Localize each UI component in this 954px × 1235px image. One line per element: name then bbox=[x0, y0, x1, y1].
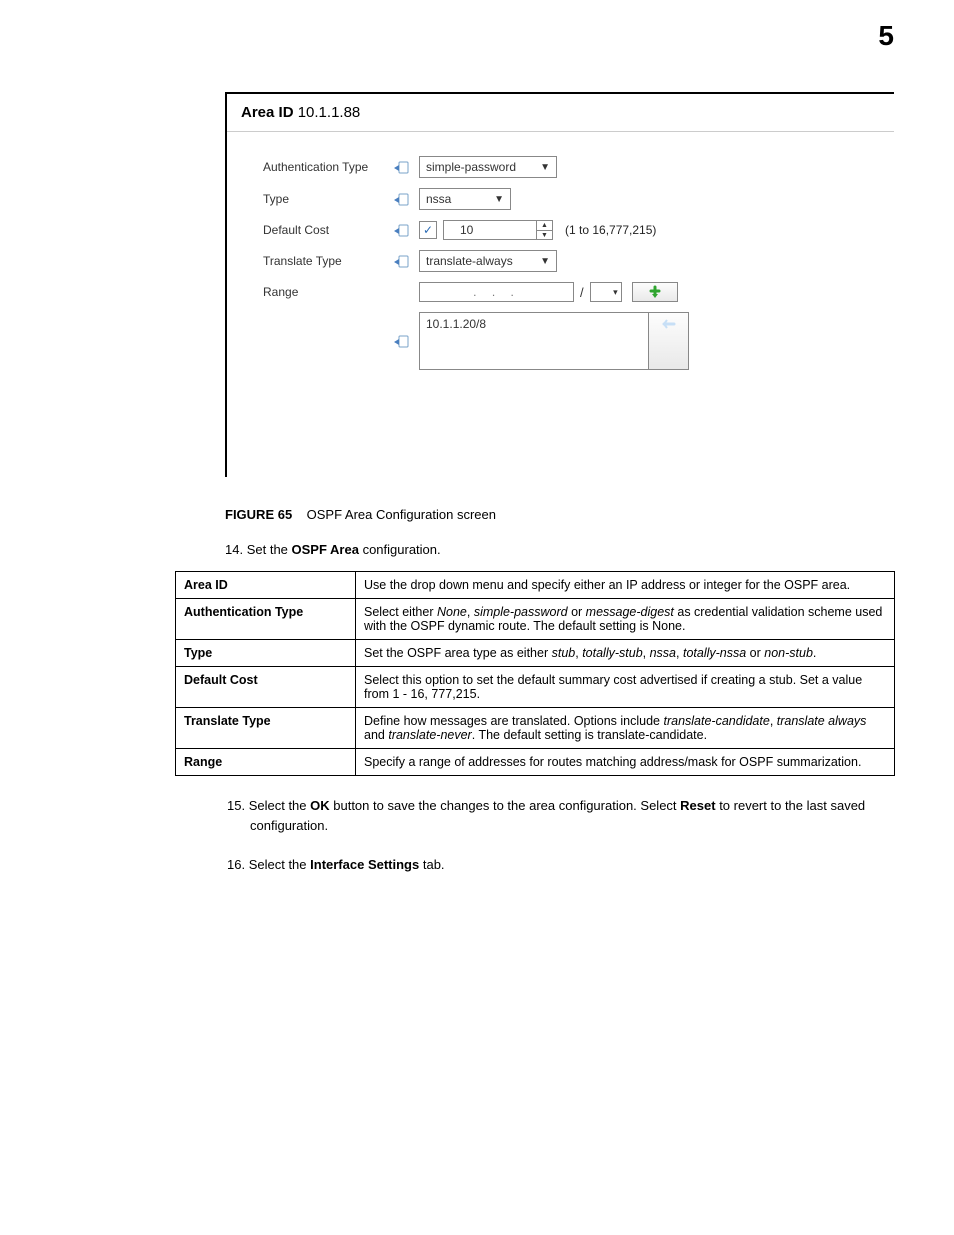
table-row: Type Set the OSPF area type as either st… bbox=[176, 640, 895, 667]
table-row: Area ID Use the drop down menu and speci… bbox=[176, 572, 895, 599]
row-header: Translate Type bbox=[176, 708, 356, 749]
step14-pre: Set the bbox=[247, 542, 292, 557]
page-number: 5 bbox=[0, 0, 954, 72]
mask-dropdown[interactable]: ▾ bbox=[590, 282, 622, 302]
step14-bold: OSPF Area bbox=[292, 542, 359, 557]
default-cost-label: Default Cost bbox=[263, 223, 393, 237]
range-list: 10.1.1.20/8 bbox=[419, 312, 689, 370]
chevron-down-icon: ▼ bbox=[494, 194, 504, 205]
add-button[interactable] bbox=[632, 282, 678, 302]
step14-post: configuration. bbox=[359, 542, 441, 557]
row-header: Area ID bbox=[176, 572, 356, 599]
row-header: Type bbox=[176, 640, 356, 667]
default-cost-spinner[interactable]: 10 ▲▼ bbox=[443, 220, 553, 240]
area-config-panel: Area ID 10.1.1.88 Authentication Type si… bbox=[225, 92, 894, 477]
table-row: Range Specify a range of addresses for r… bbox=[176, 749, 895, 776]
row-header: Range bbox=[176, 749, 356, 776]
chevron-down-icon: ▾ bbox=[613, 287, 618, 298]
type-dropdown[interactable]: nssa ▼ bbox=[419, 188, 511, 210]
note-icon bbox=[393, 254, 409, 268]
step16-post: tab. bbox=[419, 857, 444, 872]
note-icon bbox=[393, 160, 409, 174]
ip-input[interactable]: . . . bbox=[419, 282, 574, 302]
auth-type-dropdown[interactable]: simple-password ▼ bbox=[419, 156, 557, 178]
row-header: Authentication Type bbox=[176, 599, 356, 640]
table-row: Authentication Type Select either None, … bbox=[176, 599, 895, 640]
step15-pre: Select the bbox=[249, 798, 310, 813]
table-row: Translate Type Define how messages are t… bbox=[176, 708, 895, 749]
note-icon bbox=[393, 192, 409, 206]
range-label: Range bbox=[263, 285, 393, 299]
translate-value: translate-always bbox=[426, 254, 513, 268]
auth-type-value: simple-password bbox=[426, 160, 516, 174]
tab-bold: Interface Settings bbox=[310, 857, 419, 872]
step-number: 15. bbox=[227, 798, 245, 813]
spin-up-icon[interactable]: ▲ bbox=[537, 221, 552, 231]
auth-type-label: Authentication Type bbox=[263, 160, 393, 174]
chevron-down-icon: ▼ bbox=[540, 256, 550, 267]
row-desc: Specify a range of addresses for routes … bbox=[356, 749, 895, 776]
ok-bold: OK bbox=[310, 798, 330, 813]
row-header: Default Cost bbox=[176, 667, 356, 708]
default-cost-hint: (1 to 16,777,215) bbox=[565, 223, 656, 237]
note-icon bbox=[393, 223, 409, 237]
row-desc: Set the OSPF area type as either stub, t… bbox=[356, 640, 895, 667]
list-item[interactable]: 10.1.1.20/8 bbox=[426, 317, 642, 331]
note-icon bbox=[393, 334, 409, 348]
table-row: Default Cost Select this option to set t… bbox=[176, 667, 895, 708]
step16-pre: Select the bbox=[249, 857, 310, 872]
figure-caption: OSPF Area Configuration screen bbox=[307, 507, 496, 522]
type-label: Type bbox=[263, 192, 393, 206]
reset-bold: Reset bbox=[680, 798, 715, 813]
slash: / bbox=[580, 285, 584, 300]
default-cost-value: 10 bbox=[444, 221, 536, 239]
spin-down-icon[interactable]: ▼ bbox=[537, 231, 552, 240]
step-number: 14. bbox=[225, 542, 243, 557]
default-cost-checkbox[interactable]: ✓ bbox=[419, 221, 437, 239]
figure-number: FIGURE 65 bbox=[225, 507, 292, 522]
config-table: Area ID Use the drop down menu and speci… bbox=[175, 571, 895, 776]
panel-title: Area ID 10.1.1.88 bbox=[227, 94, 894, 132]
step15-mid: button to save the changes to the area c… bbox=[330, 798, 681, 813]
step-number: 16. bbox=[227, 857, 245, 872]
row-desc: Use the drop down menu and specify eithe… bbox=[356, 572, 895, 599]
type-value: nssa bbox=[426, 192, 451, 206]
translate-dropdown[interactable]: translate-always ▼ bbox=[419, 250, 557, 272]
title-value: 10.1.1.88 bbox=[298, 104, 361, 121]
remove-button[interactable] bbox=[648, 313, 688, 369]
row-desc: Define how messages are translated. Opti… bbox=[356, 708, 895, 749]
title-label: Area ID bbox=[241, 104, 294, 121]
translate-label: Translate Type bbox=[263, 254, 393, 268]
row-desc: Select this option to set the default su… bbox=[356, 667, 895, 708]
chevron-down-icon: ▼ bbox=[540, 162, 550, 173]
row-desc: Select either None, simple-password or m… bbox=[356, 599, 895, 640]
